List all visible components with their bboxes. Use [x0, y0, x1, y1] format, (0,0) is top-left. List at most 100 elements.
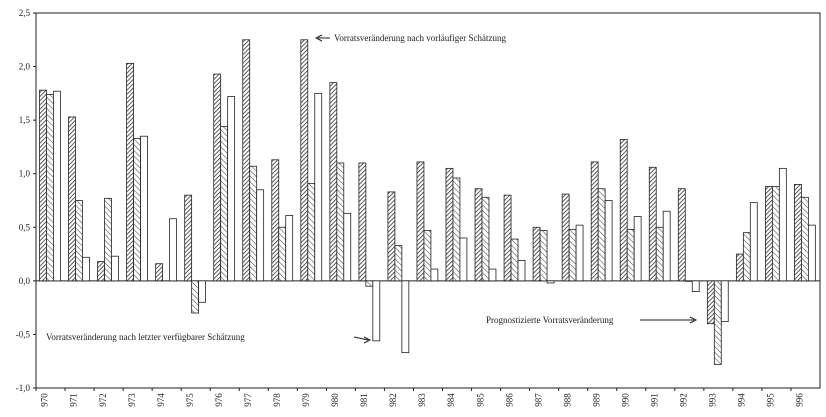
- x-tick-label: 980: [330, 393, 340, 407]
- bar: [794, 184, 802, 282]
- bar: [256, 189, 265, 282]
- bar: [452, 177, 461, 282]
- x-tick-label: 990: [620, 393, 630, 407]
- bar: [169, 218, 177, 282]
- bar: [778, 167, 787, 282]
- x-tick-label: 991: [649, 393, 659, 407]
- y-tick-label: 1,0: [19, 169, 31, 179]
- y-tick-label: -0,5: [16, 329, 31, 339]
- x-tick-label: 971: [69, 393, 79, 407]
- bar: [655, 226, 664, 282]
- x-tick-label: 970: [40, 393, 50, 407]
- bar: [336, 162, 345, 282]
- x-tick-label: 983: [417, 393, 427, 407]
- x-tick-label: 973: [127, 393, 137, 407]
- bar: [242, 39, 251, 282]
- bar: [39, 89, 47, 282]
- x-tick-label: 984: [446, 393, 456, 407]
- x-tick-label: 972: [98, 393, 108, 407]
- bar: [539, 230, 548, 282]
- bar: [97, 261, 105, 282]
- bar: [807, 224, 816, 282]
- bar: [271, 159, 280, 282]
- bar: [329, 82, 338, 282]
- bar: [771, 186, 780, 282]
- bar: [401, 280, 410, 354]
- x-tick-label: 987: [533, 393, 543, 407]
- x-tick-label: 993: [708, 393, 718, 407]
- bar: [133, 137, 141, 282]
- bar: [481, 196, 490, 282]
- bar: [706, 280, 715, 325]
- bar: [619, 139, 628, 282]
- bar: [155, 263, 164, 282]
- bar: [358, 162, 367, 282]
- bar: [416, 161, 425, 282]
- bar: [517, 260, 526, 282]
- bar: [307, 182, 316, 282]
- bar: [249, 165, 258, 282]
- bar: [68, 116, 76, 282]
- y-tick-label: 0,5: [19, 222, 31, 232]
- bar: [430, 268, 439, 282]
- bar: [713, 280, 722, 365]
- bar: [510, 238, 519, 282]
- bar: [503, 194, 512, 282]
- annotation-arrows: [314, 34, 698, 344]
- y-tick-label: 1,5: [19, 115, 31, 125]
- bar: [300, 39, 309, 282]
- legend-label: Prognostizierte Vorratsveränderung: [486, 315, 614, 325]
- x-tick-label: 975: [185, 393, 195, 407]
- bar: [372, 280, 381, 342]
- bar: [474, 188, 483, 282]
- legend-label: Vorratsveränderung nach vorläufiger Schä…: [334, 33, 507, 43]
- bar: [742, 232, 751, 282]
- y-tick-label: 0,0: [19, 276, 31, 286]
- bar: [46, 94, 54, 282]
- bar: [488, 268, 497, 282]
- x-tick-label: 974: [156, 393, 166, 407]
- bar: [684, 280, 693, 282]
- bar: [597, 188, 606, 282]
- bar: [220, 126, 229, 282]
- bar: [677, 188, 686, 282]
- bar: [111, 255, 119, 282]
- bar: [343, 212, 352, 282]
- bar: [184, 194, 193, 282]
- x-tick-label: 981: [359, 393, 369, 407]
- y-tick-label: 2,0: [19, 62, 31, 72]
- bar: [227, 96, 236, 282]
- bar: [387, 191, 396, 282]
- bar: [126, 62, 134, 282]
- bar: [590, 161, 599, 282]
- x-tick-label: 976: [214, 393, 224, 407]
- bar: [82, 256, 90, 282]
- y-tick-label: -1,0: [16, 383, 31, 393]
- bar: [314, 92, 323, 282]
- bar: [191, 280, 200, 314]
- x-tick-label: 994: [737, 393, 747, 407]
- bar: [198, 280, 206, 303]
- bar: [104, 197, 112, 282]
- bar: [720, 280, 729, 322]
- bar: [546, 280, 555, 284]
- x-tick-label: 996: [795, 393, 805, 407]
- bar: [285, 215, 294, 282]
- bar: [575, 224, 584, 282]
- bar: [561, 193, 570, 282]
- x-tick-label: 985: [475, 393, 485, 407]
- bar: [423, 230, 432, 282]
- x-tick-label: 986: [504, 393, 514, 407]
- x-tick-label: 992: [679, 393, 689, 407]
- plot-frame: [35, 12, 821, 389]
- bar: [691, 280, 700, 292]
- bar: [568, 229, 577, 282]
- bar: [394, 245, 403, 282]
- bar: [765, 186, 773, 282]
- y-tick-label: 2,5: [19, 8, 31, 18]
- x-tick-label: 978: [272, 393, 282, 407]
- bar: [445, 167, 454, 282]
- bar: [140, 135, 148, 282]
- bar: [532, 226, 541, 282]
